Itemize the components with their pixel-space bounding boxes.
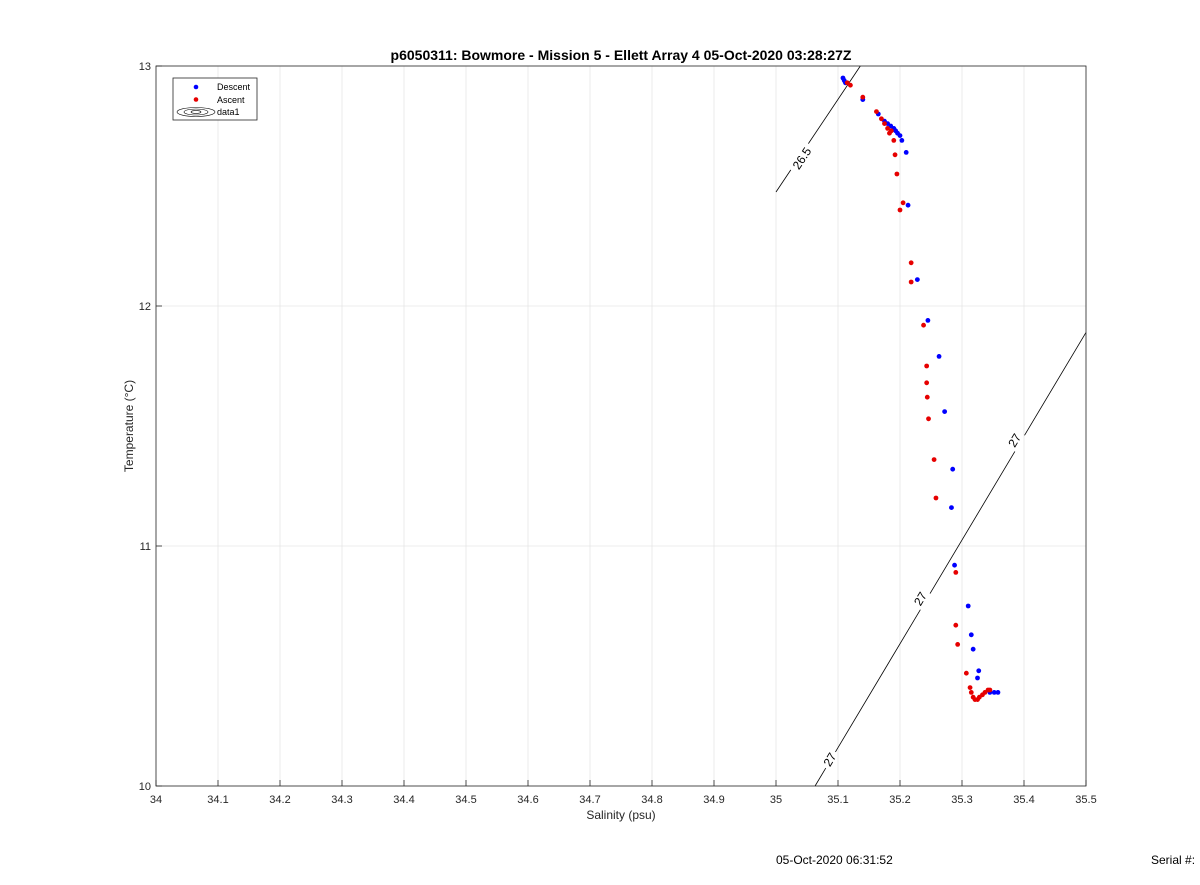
plot-frame <box>155 65 1087 787</box>
ascent-point <box>892 152 898 158</box>
legend-ascent-marker <box>193 97 199 102</box>
legend-data1-label: data1 <box>217 107 240 117</box>
density-contour-segment <box>929 451 1016 594</box>
footer-timestamp: 05-Oct-2020 06:31:52 <box>776 853 893 867</box>
ascent-point <box>931 457 937 462</box>
x-tick-label: 35.3 <box>951 794 972 806</box>
density-contour-segment <box>814 767 827 787</box>
ascent-point <box>921 322 926 328</box>
y-tick-label: 13 <box>139 61 151 73</box>
descent-point <box>950 466 956 472</box>
descent-point <box>949 505 954 510</box>
ascent-point <box>894 171 900 177</box>
descent-point <box>942 409 948 414</box>
descent-point <box>970 646 976 652</box>
x-tick-label: 35.1 <box>827 794 848 806</box>
descent-point <box>991 690 997 695</box>
legend-descent-marker <box>193 84 199 90</box>
legend-descent-label: Descent <box>217 82 251 92</box>
x-tick-label: 34.1 <box>207 794 228 806</box>
contour-label: 27 <box>911 589 930 608</box>
ascent-point <box>955 642 961 647</box>
legend: Descent Ascent data1 <box>172 77 258 121</box>
ascent-point <box>908 279 914 285</box>
ascent-point <box>860 94 866 100</box>
x-tick-label: 34.3 <box>331 794 352 806</box>
y-axis-label: Temperature (°C) <box>122 380 136 472</box>
x-tick-label: 35.4 <box>1013 794 1034 806</box>
contour-label: 27 <box>821 750 840 769</box>
contour-label: 27 <box>1005 431 1024 450</box>
descent-point <box>925 318 931 323</box>
density-contour-segment <box>835 609 921 753</box>
ascent-point <box>926 416 931 422</box>
ascent-point <box>924 380 930 386</box>
x-tick-label: 34.2 <box>269 794 290 806</box>
x-axis-label: Salinity (psu) <box>586 808 655 822</box>
descent-point <box>968 632 974 638</box>
ascent-point <box>897 207 903 213</box>
ascent-point <box>963 670 969 676</box>
ascent-point <box>885 125 890 131</box>
ascent-point <box>908 260 914 266</box>
descent-point <box>905 202 911 208</box>
x-tick-label: 34.8 <box>641 794 662 806</box>
x-tick-label: 34.4 <box>393 794 414 806</box>
descent-point <box>965 603 971 609</box>
plot-background <box>156 66 1086 786</box>
y-tick-label: 10 <box>139 781 151 793</box>
ascent-point <box>882 121 887 126</box>
footer-serial-label: Serial #: <box>1151 853 1196 867</box>
legend-ascent-label: Ascent <box>217 95 245 105</box>
ascent-point <box>874 109 879 114</box>
descent-point <box>914 277 920 282</box>
ascent-point <box>924 394 930 400</box>
legend-box <box>172 77 258 121</box>
ascent-point <box>933 495 939 501</box>
chart-title: p6050311: Bowmore - Mission 5 - Ellett A… <box>391 47 852 63</box>
x-tick-label: 34.6 <box>517 794 538 806</box>
x-tick-label: 34 <box>150 794 162 806</box>
ascent-point <box>968 690 974 695</box>
descent-point <box>899 138 905 143</box>
ascent-point <box>891 138 897 143</box>
x-tick-label: 34.9 <box>703 794 724 806</box>
descent-point <box>903 150 909 155</box>
descent-point <box>897 133 903 139</box>
ascent-point <box>848 82 853 88</box>
x-tick-label: 35.2 <box>889 794 910 806</box>
ascent-point <box>953 570 959 575</box>
descent-point <box>995 690 1001 695</box>
y-tick-label: 11 <box>140 541 151 553</box>
descent-point <box>976 668 982 674</box>
density-contour-segment <box>1024 332 1087 436</box>
x-tick-label: 34.7 <box>579 794 600 806</box>
axis-ticks: 34 34.1 34.2 34.3 34.4 34.5 34.6 34.7 34.8 34.9 35… <box>139 61 1097 806</box>
x-tick-label: 35.5 <box>1075 794 1096 806</box>
descent-point <box>952 562 957 568</box>
x-tick-label: 34.5 <box>455 794 476 806</box>
y-tick-label: 12 <box>139 301 151 313</box>
ascent-point <box>987 687 993 693</box>
ascent-series <box>844 80 993 702</box>
ascent-point <box>900 200 906 206</box>
density-contour-segment <box>808 65 861 144</box>
descent-point <box>936 354 942 359</box>
ascent-point <box>953 622 959 628</box>
ascent-point <box>924 363 930 369</box>
ascent-point <box>879 116 884 122</box>
ascent-point <box>888 128 894 134</box>
ascent-point <box>967 685 973 690</box>
contour-icon <box>176 107 216 117</box>
density-contour-segment <box>775 169 792 193</box>
descent-point <box>975 675 980 681</box>
x-tick-label: 35 <box>770 794 782 806</box>
